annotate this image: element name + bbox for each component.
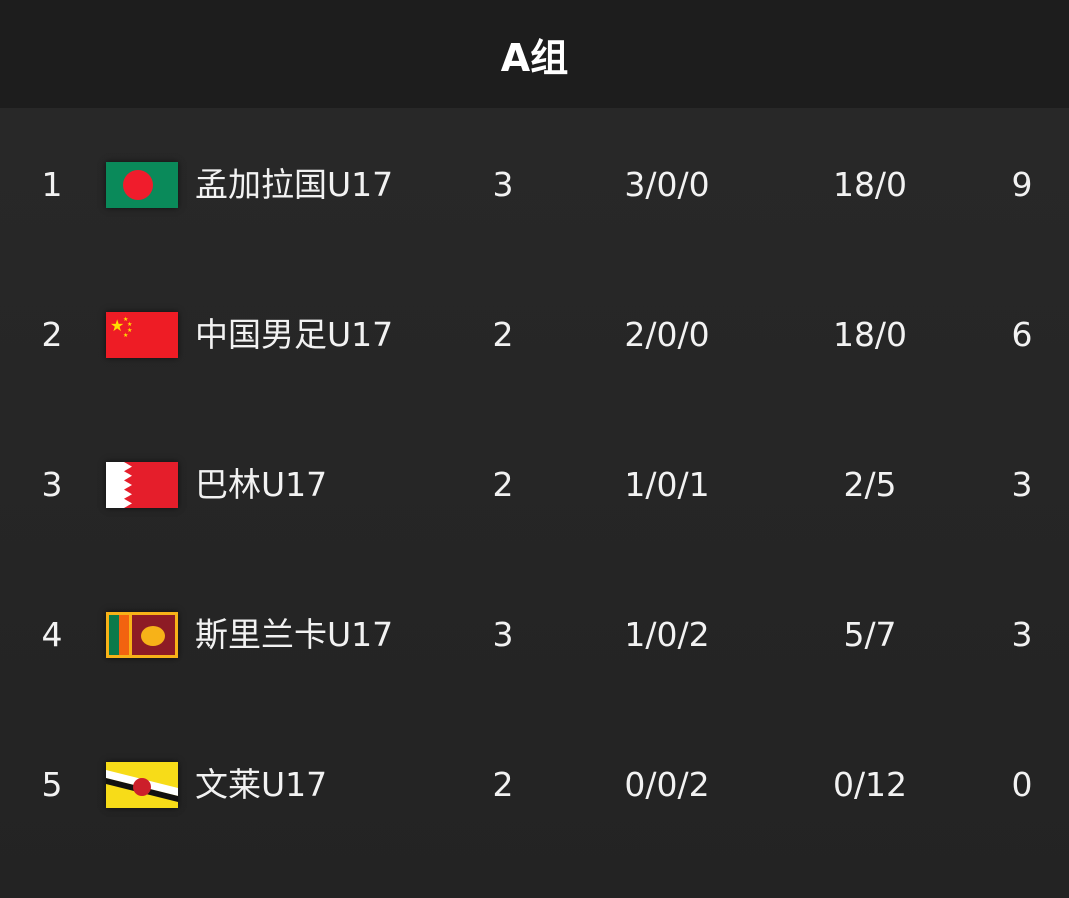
played: 2: [492, 465, 514, 504]
team-name[interactable]: 文莱U17: [195, 765, 328, 804]
rank: 4: [41, 615, 63, 654]
win-draw-loss: 2/0/0: [624, 315, 710, 354]
svg-text:★: ★: [127, 321, 132, 328]
group-header: A组: [0, 0, 1069, 108]
points: 9: [1011, 165, 1033, 204]
win-draw-loss: 1/0/2: [624, 615, 710, 654]
team-name[interactable]: 斯里兰卡U17: [195, 615, 394, 654]
played: 2: [492, 315, 514, 354]
goals: 18/0: [832, 165, 908, 204]
table-row[interactable]: 2 ★ ★ ★ ★ ★ 中国男足U17 2 2/0/0 18/0 6: [0, 305, 1069, 365]
goals: 0/12: [832, 765, 908, 804]
goals: 18/0: [832, 315, 908, 354]
rank: 2: [41, 315, 63, 354]
played: 3: [492, 615, 514, 654]
points: 3: [1011, 465, 1033, 504]
points: 3: [1011, 615, 1033, 654]
group-title: A组: [500, 35, 569, 80]
rank: 5: [41, 765, 63, 804]
win-draw-loss: 3/0/0: [624, 165, 710, 204]
standings-table: 1 孟加拉国U17 3 3/0/0 18/0 9 2 ★ ★ ★ ★ ★ 中国男足U17…: [0, 108, 1069, 898]
bangladesh-flag-icon: [106, 162, 178, 208]
team-name[interactable]: 孟加拉国U17: [195, 165, 394, 204]
team-name[interactable]: 巴林U17: [195, 465, 328, 504]
points: 0: [1011, 765, 1033, 804]
table-row[interactable]: 4 斯里兰卡U17 3 1/0/2 5/7 3: [0, 605, 1069, 665]
brunei-flag-icon: [106, 762, 178, 808]
points: 6: [1011, 315, 1033, 354]
goals: 2/5: [843, 465, 897, 504]
table-row[interactable]: 1 孟加拉国U17 3 3/0/0 18/0 9: [0, 155, 1069, 215]
china-flag-icon: ★ ★ ★ ★ ★: [106, 312, 178, 358]
goals: 5/7: [843, 615, 897, 654]
rank: 1: [41, 165, 63, 204]
svg-text:★: ★: [110, 316, 124, 335]
table-row[interactable]: 3 巴林U17 2 1/0/1 2/5 3: [0, 455, 1069, 515]
played: 2: [492, 765, 514, 804]
win-draw-loss: 0/0/2: [624, 765, 710, 804]
svg-text:★: ★: [123, 332, 128, 339]
sri-lanka-flag-icon: [106, 612, 178, 658]
svg-text:★: ★: [123, 316, 128, 323]
win-draw-loss: 1/0/1: [624, 465, 710, 504]
rank: 3: [41, 465, 63, 504]
played: 3: [492, 165, 514, 204]
bahrain-flag-icon: [106, 462, 178, 508]
svg-text:★: ★: [127, 327, 132, 334]
table-row[interactable]: 5 文莱U17 2 0/0/2 0/12 0: [0, 755, 1069, 815]
team-name[interactable]: 中国男足U17: [195, 315, 394, 354]
